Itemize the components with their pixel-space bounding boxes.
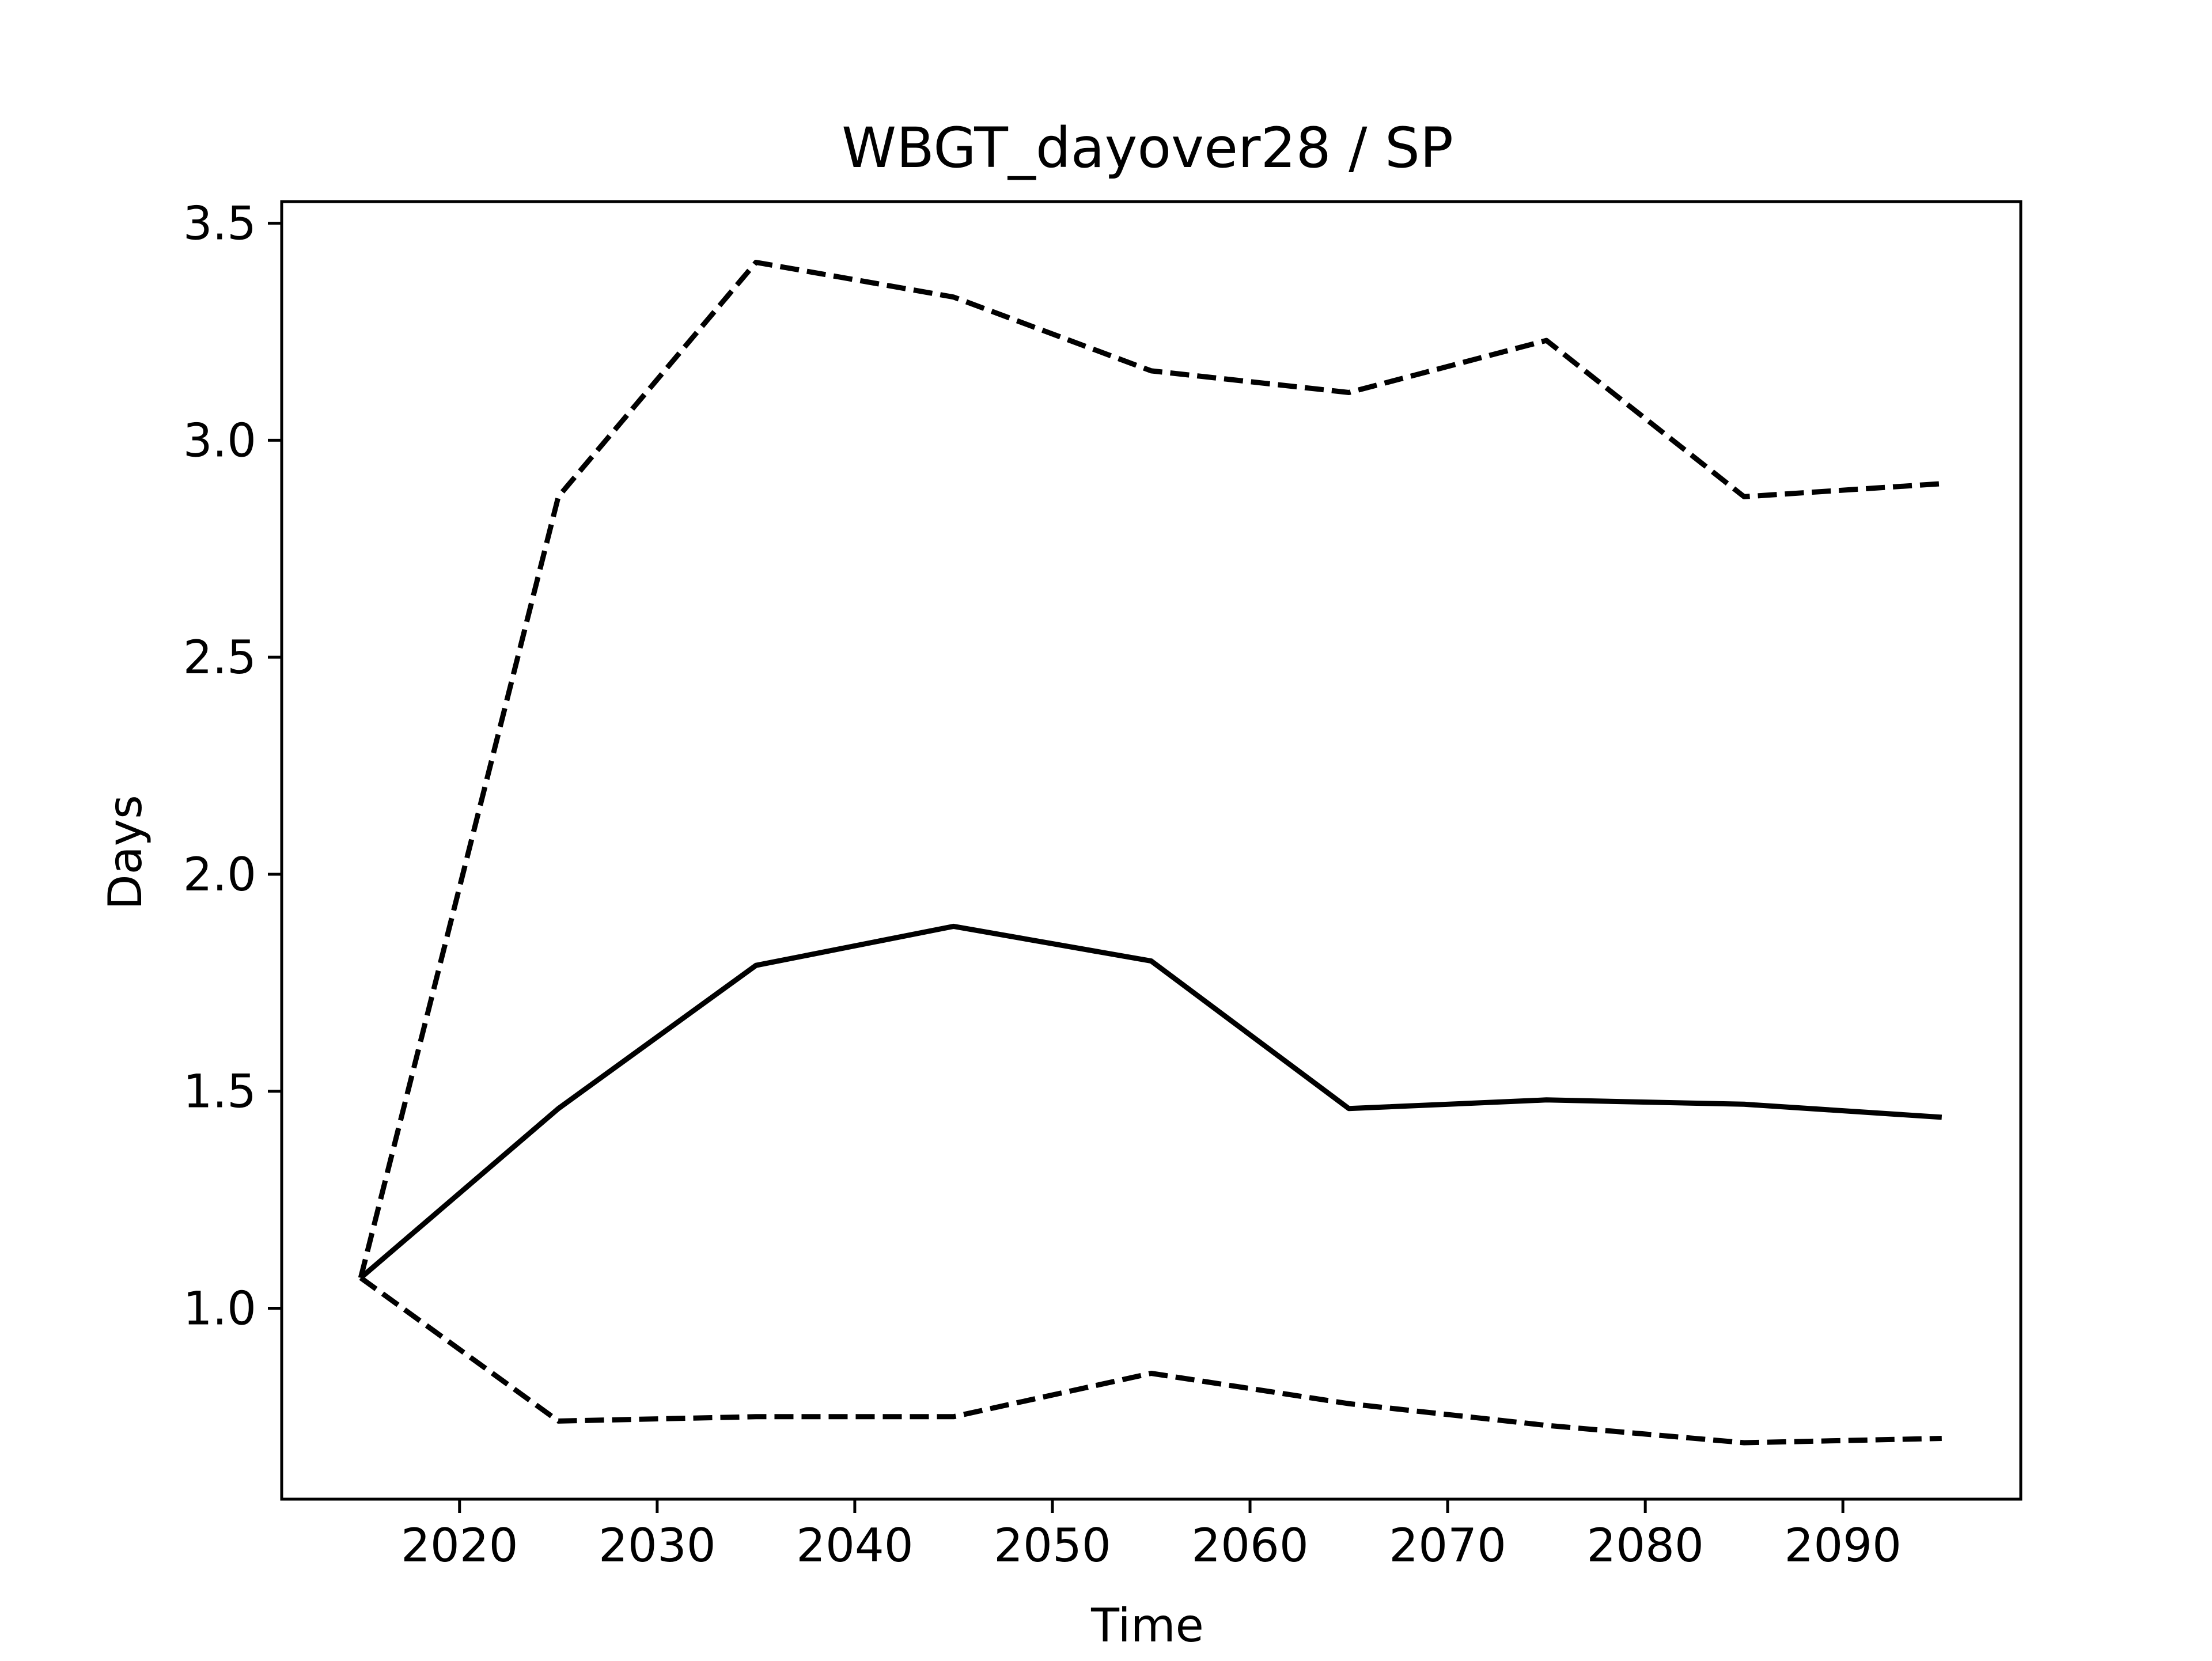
- x-tick-label: 2060: [1191, 1519, 1309, 1572]
- y-tick-label: 1.0: [183, 1281, 256, 1335]
- y-tick-label: 2.0: [183, 848, 256, 901]
- y-tick-label: 3.0: [183, 414, 256, 467]
- series-layer: [358, 260, 1942, 1446]
- y-tick-label: 1.5: [183, 1065, 256, 1118]
- chart-title: WBGT_dayover28 / SP: [842, 116, 1453, 180]
- x-axis-label: Time: [1090, 1599, 1204, 1652]
- series-line-2-dashed: [358, 260, 1942, 1279]
- y-axis-label: Days: [99, 795, 152, 910]
- plot-frame: [280, 200, 2022, 1501]
- x-tick-label: 2040: [796, 1519, 914, 1572]
- x-tick-label: 2050: [994, 1519, 1111, 1572]
- x-tick-label: 2020: [401, 1519, 518, 1572]
- series-line-3-dashed: [359, 1276, 1942, 1446]
- series-line-1-solid: [359, 923, 1942, 1280]
- axes-layer: 2020 2030 2040 2050 2060 2070 2080 2090 1.0 1.5 2.…: [183, 197, 2022, 1572]
- x-tick-label: 2070: [1389, 1519, 1506, 1572]
- x-tick-label: 2080: [1586, 1519, 1704, 1572]
- x-tick-label: 2030: [599, 1519, 716, 1572]
- y-tick-label: 2.5: [183, 631, 256, 684]
- x-tick-label: 2090: [1784, 1519, 1902, 1572]
- y-tick-label: 3.5: [183, 197, 256, 251]
